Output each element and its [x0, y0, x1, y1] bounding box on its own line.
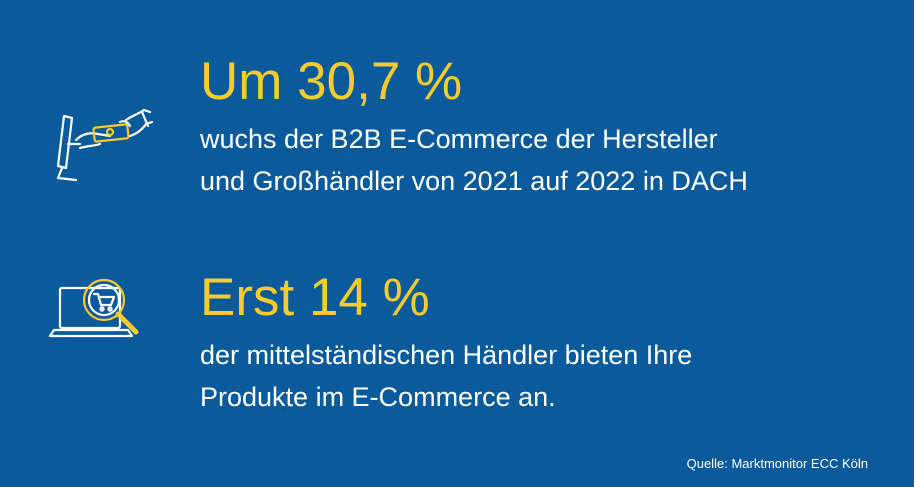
stat-description-line: wuchs der B2B E-Commerce der Hersteller: [200, 124, 718, 154]
stat-description-line: der mittelständischen Händler bieten Ihr…: [200, 340, 693, 370]
stat-description: der mittelständischen Händler bieten Ihr…: [200, 334, 692, 418]
stat-description-line: und Großhändler von 2021 auf 2022 in DAC…: [200, 166, 748, 196]
stat-description: wuchs der B2B E-Commerce der Hersteller …: [200, 118, 748, 202]
stat-headline: Um 30,7 %: [200, 52, 463, 111]
stat-block-retailers: Erst 14 % der mittelständischen Händler …: [200, 268, 692, 418]
stat-description-line: Produkte im E-Commerce an.: [200, 382, 556, 412]
stat-block-growth: Um 30,7 % wuchs der B2B E-Commerce der H…: [200, 52, 748, 202]
monitor-card-payment-icon: [46, 100, 158, 185]
laptop-magnifier-cart-icon: [44, 270, 148, 350]
stat-headline: Erst 14 %: [200, 268, 430, 327]
source-note: Quelle: Marktmonitor ECC Köln: [686, 456, 868, 471]
